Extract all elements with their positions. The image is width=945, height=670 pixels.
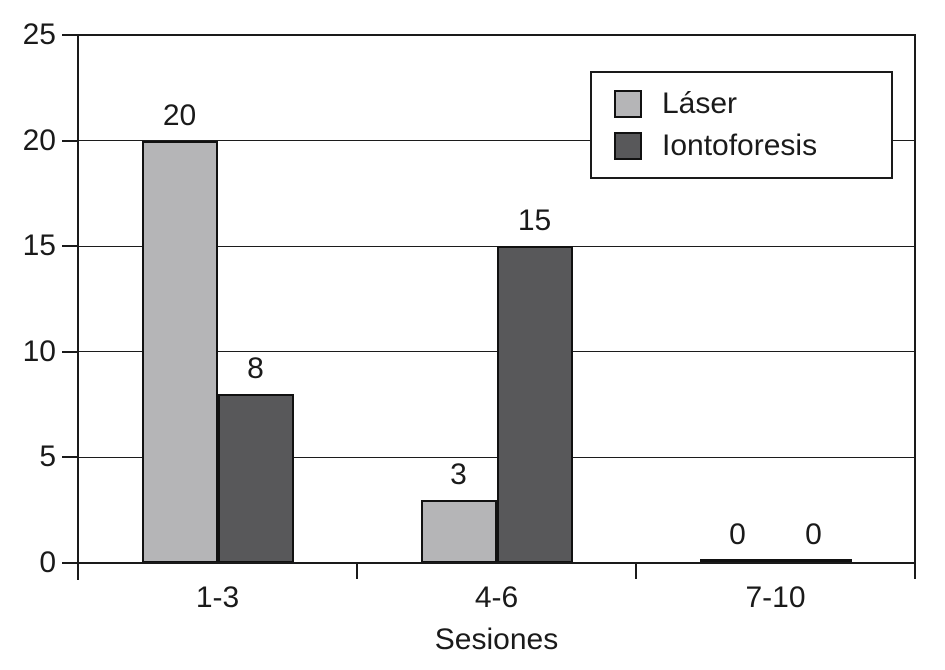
x-category-label: 1-3 bbox=[195, 581, 240, 614]
y-axis-tick bbox=[62, 456, 77, 459]
bar-value-label: 0 bbox=[729, 518, 746, 551]
x-axis-tick bbox=[356, 563, 358, 579]
plot-border-top bbox=[77, 34, 916, 36]
y-tick-label: 0 bbox=[39, 546, 56, 579]
bar-iontoforesis-1-3 bbox=[217, 394, 294, 563]
x-category-label: 7-10 bbox=[745, 581, 806, 614]
bar-iontoforesis-4-6 bbox=[496, 246, 573, 563]
x-category-label: 4-6 bbox=[474, 581, 519, 614]
legend-entry-laser: Láser bbox=[614, 89, 891, 119]
y-tick-label: 5 bbox=[39, 440, 56, 474]
bar-value-label: 8 bbox=[247, 352, 264, 386]
bar-value-label: 3 bbox=[450, 457, 467, 491]
iontoforesis-swatch-icon bbox=[614, 132, 642, 160]
x-axis-title: Sesiones bbox=[434, 623, 559, 656]
bar-value-label: 20 bbox=[162, 98, 197, 132]
x-axis-line bbox=[77, 562, 916, 564]
legend-entry-iontoforesis: Iontoforesis bbox=[614, 131, 891, 161]
y-axis-line bbox=[77, 35, 79, 580]
y-axis-tick bbox=[62, 350, 77, 353]
y-axis-tick bbox=[62, 562, 77, 564]
y-tick-label: 20 bbox=[22, 123, 56, 157]
gridline bbox=[78, 245, 915, 247]
bar-láser-4-6 bbox=[420, 499, 497, 563]
y-tick-label: 10 bbox=[22, 334, 56, 368]
gridline bbox=[78, 140, 915, 142]
y-tick-label: 25 bbox=[22, 18, 56, 51]
legend-label-laser: Láser bbox=[662, 87, 738, 120]
y-axis-tick bbox=[62, 139, 77, 142]
plot-area: Sesiones 0 5 10 15 20 25 20 8 1-3 3 15 4-6 0 0 7-10 bbox=[23, 18, 916, 656]
legend: Láser Iontoforesis bbox=[590, 71, 893, 179]
bar-value-label: 0 bbox=[805, 518, 822, 551]
legend-label-iontoforesis: Iontoforesis bbox=[662, 129, 818, 162]
plot-border-right bbox=[914, 35, 916, 579]
y-axis-tick bbox=[62, 34, 77, 36]
bar-value-label: 15 bbox=[517, 204, 552, 238]
laser-swatch-icon bbox=[614, 90, 642, 118]
y-tick-label: 15 bbox=[22, 229, 56, 263]
y-axis-tick bbox=[62, 245, 77, 248]
bar-láser-1-3 bbox=[141, 140, 218, 563]
x-axis-tick bbox=[635, 563, 637, 579]
